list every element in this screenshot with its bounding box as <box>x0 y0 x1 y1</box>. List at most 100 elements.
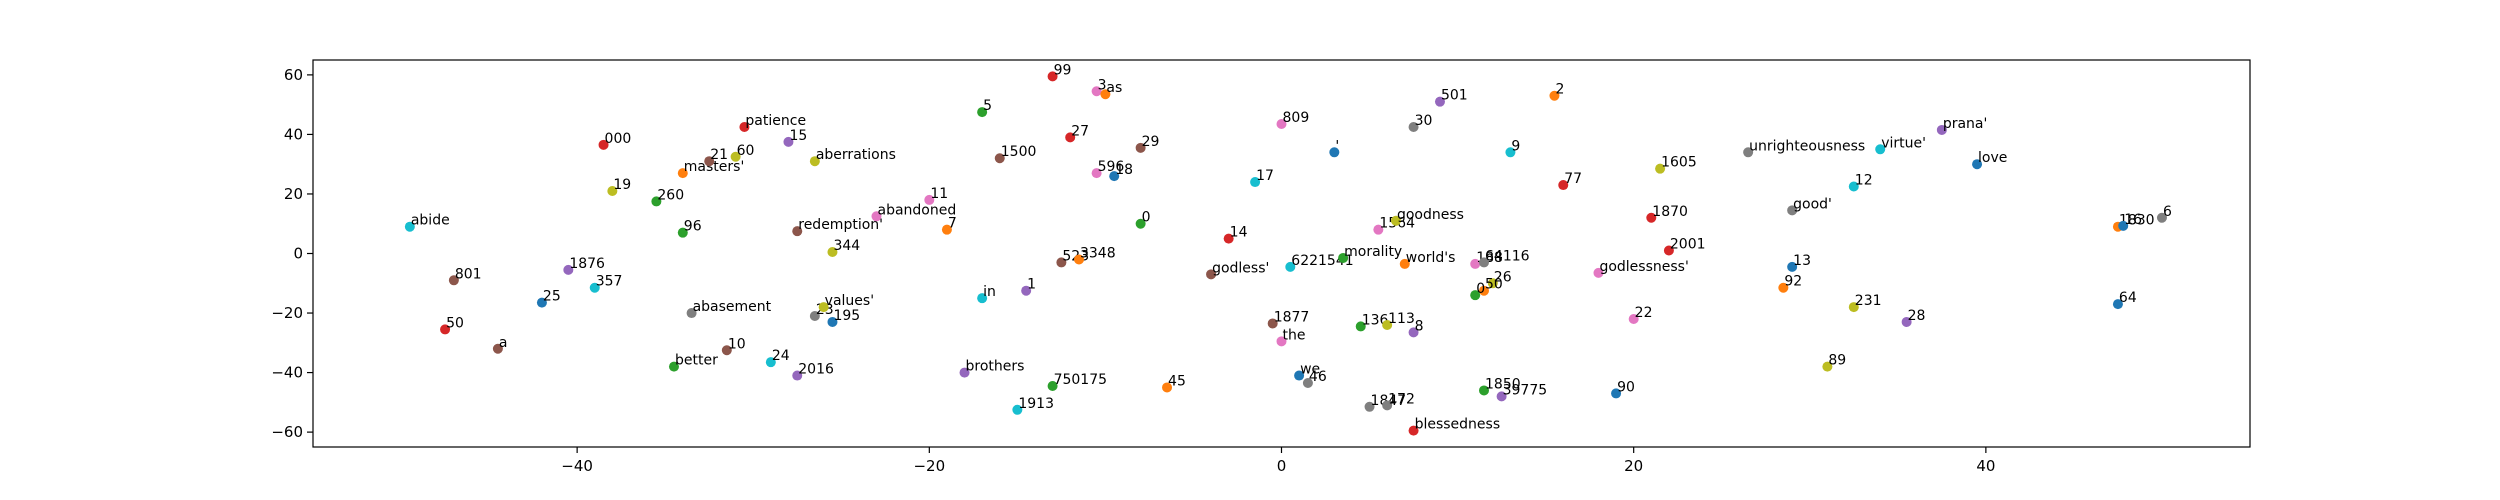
scatter-point <box>1972 159 1983 170</box>
scatter-point <box>1382 400 1393 411</box>
point-label: 344 <box>833 238 860 254</box>
point-label: 231 <box>1855 293 1882 309</box>
point-label: a <box>499 335 508 351</box>
point-label: 1500 <box>1001 144 1037 160</box>
scatter-point <box>1408 327 1419 338</box>
scatter-point <box>651 196 662 207</box>
point-label: abandoned <box>877 202 956 218</box>
point-label: blessedness <box>1415 417 1501 433</box>
scatter-point <box>1047 380 1058 391</box>
scatter-point <box>792 370 803 381</box>
scatter-point <box>721 345 732 356</box>
point-label: 8 <box>1415 318 1424 334</box>
scatter-point <box>739 121 750 132</box>
point-label: masters' <box>684 159 745 175</box>
scatter-point <box>1558 180 1569 191</box>
y-tick-label: 0 <box>293 245 303 263</box>
scatter-point <box>994 153 1005 164</box>
scatter-point <box>1875 144 1886 155</box>
point-label: unrighteousness <box>1749 138 1865 154</box>
scatter-point <box>1285 261 1296 272</box>
scatter-point <box>1162 382 1173 393</box>
scatter-point <box>1355 321 1366 332</box>
scatter-point <box>1663 245 1674 256</box>
scatter-point <box>1065 132 1076 143</box>
scatter-point <box>1267 318 1278 329</box>
scatter-point <box>1135 142 1146 153</box>
scatter-point <box>1505 147 1516 158</box>
point-label: 45 <box>1168 373 1186 389</box>
point-label: 64 <box>2119 290 2137 306</box>
point-label: as <box>1106 80 1122 96</box>
scatter-point <box>2112 299 2123 310</box>
scatter-point <box>607 185 618 196</box>
y-tick-label: 20 <box>284 185 303 203</box>
point-label: world's <box>1406 250 1456 266</box>
scatter-point <box>765 357 776 368</box>
point-label: 2016 <box>798 362 834 378</box>
scatter-point <box>809 311 820 322</box>
point-label: 96 <box>684 219 702 235</box>
point-label: 801 <box>455 266 482 282</box>
scatter-point <box>1135 218 1146 229</box>
point-label: 3348 <box>1080 245 1116 261</box>
point-label: 260 <box>657 187 684 203</box>
scatter-point <box>783 136 794 147</box>
scatter-point <box>1100 89 1111 100</box>
point-label: good' <box>1793 196 1832 212</box>
point-label: 9 <box>1511 138 1520 154</box>
point-label: love <box>1978 150 2007 166</box>
x-tick-label: −40 <box>561 457 593 475</box>
point-label: 16 <box>2124 212 2142 228</box>
y-tick-label: −20 <box>271 304 303 322</box>
point-label: 19 <box>613 177 631 193</box>
scatter-point <box>1294 370 1305 381</box>
scatter-point <box>1338 252 1349 263</box>
point-label: 7 <box>948 216 957 232</box>
scatter-point <box>1470 258 1481 269</box>
scatter-point <box>1091 168 1102 179</box>
scatter-point <box>1646 212 1657 223</box>
scatter-point <box>677 168 688 179</box>
point-label: 92 <box>1784 274 1802 290</box>
point-label: 1 <box>1027 277 1036 293</box>
point-label: 1870 <box>1652 204 1688 220</box>
scatter-point <box>1021 285 1032 296</box>
scatter-point <box>1848 181 1859 192</box>
y-tick-label: −40 <box>271 364 303 382</box>
scatter-point <box>818 302 829 313</box>
scatter-point <box>1936 124 1947 135</box>
point-label: 27 <box>1071 123 1089 139</box>
point-label: 501 <box>1441 88 1468 104</box>
scatter-point <box>668 361 679 372</box>
point-label: 50 <box>1485 277 1503 293</box>
point-label: godless' <box>1212 260 1269 276</box>
point-label: prana' <box>1943 116 1988 132</box>
scatter-point <box>1223 233 1234 244</box>
scatter-point <box>492 343 503 354</box>
y-tick-label: 60 <box>284 66 303 84</box>
point-label: 39775 <box>1503 382 1548 398</box>
point-label: abasement <box>693 299 772 315</box>
scatter-point <box>1408 425 1419 436</box>
point-label: in <box>983 284 996 300</box>
scatter-point <box>448 275 459 286</box>
scatter-point <box>1206 269 1217 280</box>
point-label: 0 <box>1142 210 1151 226</box>
point-label: 22 <box>1635 305 1653 321</box>
scatter-point <box>1434 96 1445 107</box>
scatter-point <box>977 293 988 304</box>
point-label: the <box>1283 327 1306 343</box>
point-label: aberrations <box>816 147 896 163</box>
scatter-point <box>1364 401 1375 412</box>
scatter-point <box>1373 224 1384 235</box>
scatter-point <box>1479 385 1490 396</box>
point-label: 2 <box>1555 82 1564 98</box>
point-label: 596 <box>1098 159 1125 175</box>
x-tick-label: −20 <box>913 457 945 475</box>
point-label: 2001 <box>1670 237 1706 253</box>
scatter-point <box>1276 119 1287 130</box>
point-label: 357 <box>596 274 623 290</box>
scatter-point <box>1479 285 1490 296</box>
